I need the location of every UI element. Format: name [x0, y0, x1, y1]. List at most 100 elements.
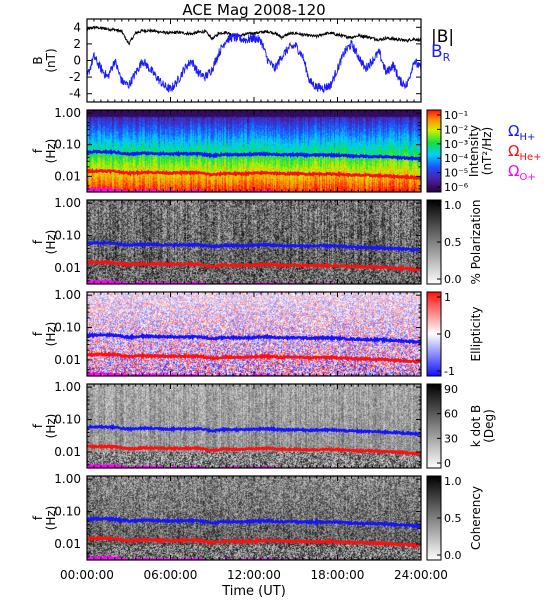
spectrogram-raster [87, 200, 421, 284]
colorbar-tick-label: 0.5 [444, 512, 462, 525]
colorbar-tick-label: 1.0 [444, 475, 462, 488]
colorbar-label: % Polarization [469, 200, 483, 285]
y-tick-label: 2 [73, 37, 81, 51]
x-axis-label: Time (UT) [221, 584, 286, 599]
panel-coherency: 1.00 0.10 0.01 f (Hz) 1.0 0.5 0.0 Coherency [31, 472, 483, 562]
colorbar-tick-label: -1 [444, 365, 455, 378]
colorbar-label: k dot B [469, 405, 483, 447]
y-tick-label: 1.00 [54, 288, 81, 302]
colorbar-tick-label: 0.0 [444, 549, 462, 562]
panel-plot-area [87, 292, 421, 376]
y-axis-unit: (nT) [44, 48, 58, 72]
y-tick-label: 0.01 [54, 445, 81, 459]
colorbar-unit: (nT²/Hz) [480, 127, 494, 175]
colorbar-tick-label: 90 [444, 383, 458, 396]
x-tick-labels: 00:00:00 06:00:00 12:00:00 18:00:00 24:00:00 [60, 568, 448, 582]
panels: 420-2-4B (nT)|B|BR1.000.100.01f (Hz)10⁻¹10… [31, 18, 542, 562]
colorbar-tick-label: 60 [444, 408, 458, 421]
panel-intensity: 1.00 0.10 0.01 f (Hz) 10⁻¹10⁻² 10⁻³10⁻⁴ 10⁻⁵10⁻… [31, 106, 542, 194]
chart-title: ACE Mag 2008-120 [182, 1, 325, 19]
colorbar-tick-label: 0.5 [444, 236, 462, 249]
y-tick-label: 0.01 [54, 353, 81, 367]
panel-frame [86, 291, 422, 377]
y-axis-label: f [31, 515, 45, 520]
y-axis-unit: (Hz) [44, 506, 58, 531]
y-axis-label: f [31, 423, 45, 428]
y-tick-label: 1.00 [54, 106, 81, 120]
legend-gyrofreq: ΩH+ [508, 122, 535, 143]
panel-kdotb: 1.00 0.10 0.01 f (Hz) 90 60 30 0 k dot B (Deg) [31, 380, 496, 470]
y-axis-unit: (Hz) [44, 139, 58, 164]
gyrofreq-line-he-plus [87, 443, 421, 456]
panel-plot-area [87, 110, 421, 192]
y-tick-label: 0 [73, 54, 81, 68]
y-axis-unit: (Hz) [44, 414, 58, 439]
colorbar-tick-label: 0.0 [444, 273, 462, 286]
gyrofreq-line-h-plus [87, 331, 421, 346]
gyrofreq-line-he-plus [87, 534, 421, 549]
colorbar-unit: (Deg) [482, 409, 496, 443]
colorbar-tick-label: 0 [444, 328, 451, 341]
y-tick-label: 0.10 [54, 505, 81, 519]
colorbar-tick-label: 30 [444, 432, 458, 445]
gyrofreq-line-h-plus [87, 515, 421, 530]
colorbar-intensity [426, 109, 442, 193]
y-axis-label: f [31, 331, 45, 336]
gyrofreq-line-h-plus [87, 239, 421, 253]
gyrofreq-line-he-plus [87, 351, 421, 364]
panel-plot-area [87, 200, 421, 284]
y-tick-label: 0.01 [54, 169, 81, 183]
gyrofreq-line-he-plus [87, 167, 421, 181]
y-tick-label: 1.00 [54, 472, 81, 486]
colorbar-tick-label: 10⁻³ [444, 138, 468, 151]
y-tick-label: 0.10 [54, 413, 81, 427]
y-tick-label: -4 [69, 87, 81, 101]
colorbar-tick-label: 10⁻⁶ [444, 181, 469, 194]
y-axis-label: f [31, 148, 45, 153]
x-tick-label: 06:00:00 [144, 568, 198, 582]
legend-gyrofreq: ΩO+ [508, 162, 536, 183]
y-tick-label: 1.00 [54, 380, 81, 394]
panel-frame [86, 18, 422, 103]
colorbar-tick-label: 1.0 [444, 199, 462, 212]
y-axis-label: f [31, 239, 45, 244]
colorbar-tick-label: 0 [444, 457, 451, 470]
series-line-bmag [86, 25, 422, 46]
spectrogram-raster [87, 476, 421, 560]
y-tick-label: 0.10 [54, 229, 81, 243]
panel-plot-area [87, 384, 421, 468]
x-tick-label: 18:00:00 [311, 568, 365, 582]
gyrofreq-line-h-plus [87, 423, 421, 438]
colorbar-tick-label: 10⁻⁵ [444, 167, 468, 180]
colorbar-label: Ellipticity [469, 307, 483, 362]
panel-frame [86, 475, 422, 561]
x-tick-label: 12:00:00 [227, 568, 281, 582]
panel-plot-area [87, 476, 421, 560]
y-tick-label: 4 [73, 20, 81, 34]
panel-frame [86, 383, 422, 469]
series-line-br [86, 32, 422, 94]
gyrofreq-line-he-plus [87, 259, 421, 273]
y-tick-label: 0.01 [54, 261, 81, 275]
colorbar-label: Coherency [469, 486, 483, 550]
y-tick-label: 0.10 [54, 321, 81, 335]
panel-frame [86, 109, 422, 193]
y-axis-unit: (Hz) [44, 230, 58, 255]
legend-br: BR [431, 42, 451, 64]
gyrofreq-line-h-plus [87, 148, 421, 162]
y-axis-label: B [31, 56, 45, 64]
panel-b-field: 4 2 0 -2 -4 B (nT) |B|BR [31, 18, 454, 103]
colorbar-tick-label: 10⁻¹ [444, 109, 468, 122]
spectrogram-raster [87, 384, 421, 468]
y-tick-label: 0.10 [54, 138, 81, 152]
colorbar-tick-label: 1 [444, 291, 451, 304]
y-tick-label: 1.00 [54, 196, 81, 210]
panel-ellipticity: 1.00 0.10 0.01 f (Hz) 1 0 -1 Ellipticity [31, 288, 483, 378]
colorbar-label: Intensity [467, 125, 481, 177]
x-tick-label: 00:00:00 [60, 568, 114, 582]
legend-gyrofreq: ΩHe+ [508, 142, 542, 163]
panel-frame [86, 199, 422, 285]
y-tick-label: -2 [69, 70, 81, 84]
x-tick-label: 24:00:00 [394, 568, 448, 582]
